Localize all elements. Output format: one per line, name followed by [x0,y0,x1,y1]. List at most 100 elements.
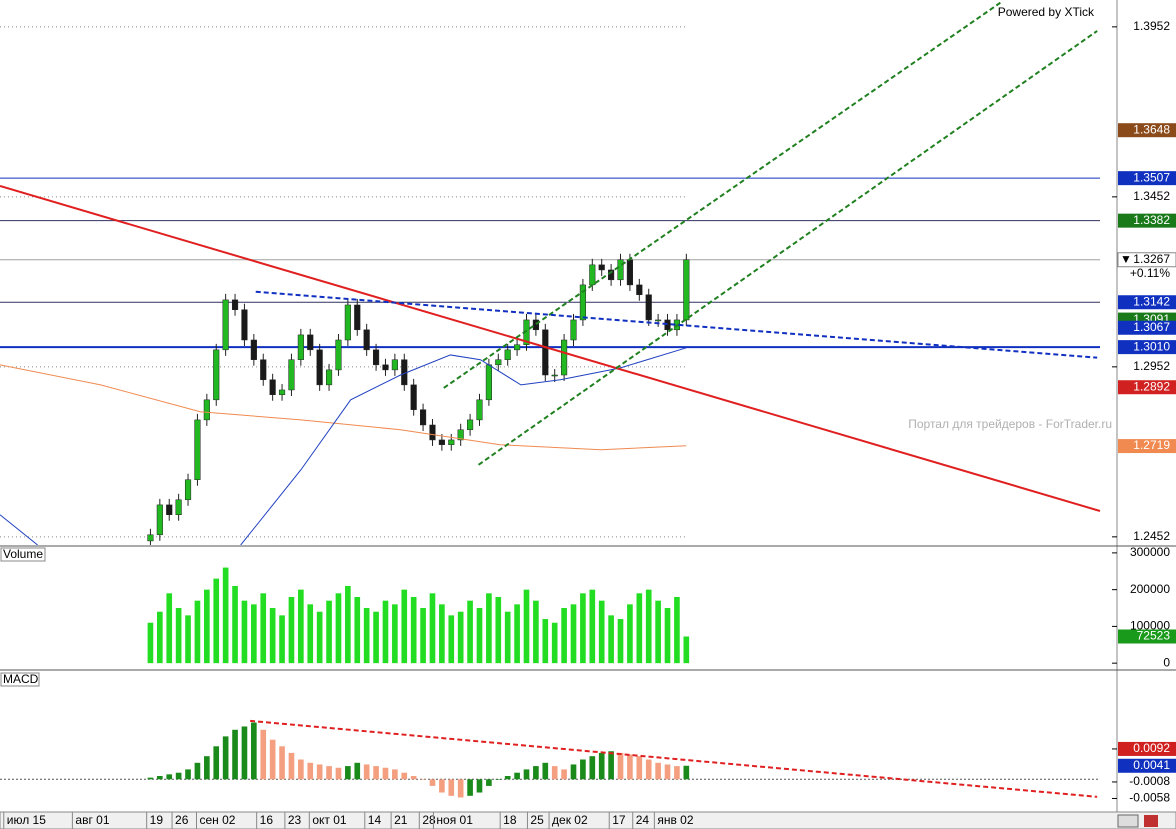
macd-bar [279,746,285,780]
price-marker [1118,213,1176,228]
macd-bar [467,779,473,796]
volume-bar [523,589,530,664]
price-marker-label: 0.0041 [1133,758,1170,772]
candle-body [194,419,201,480]
change-label: +0.11% [1130,266,1170,280]
candle-body [288,359,295,391]
price-marker-label: 1.3142 [1133,294,1170,308]
x-tick-label: июл 15 [7,813,46,827]
trend-line [255,290,1098,359]
volume-bar [382,600,389,664]
macd-bar [204,756,210,780]
date-strip [0,811,1176,829]
panel-title-box [0,672,40,687]
candle-body [250,339,257,360]
macd-bar [288,752,295,780]
volume-bar [363,608,370,664]
panel-title: Volume [3,547,43,561]
price-marker [1118,629,1176,644]
x-tick-label: ноя 01 [436,813,473,827]
candle-body [598,264,605,271]
candle-body [184,479,192,501]
volume-bar [392,604,398,664]
volume-bar [598,600,605,664]
price-marker-label: 1.3010 [1133,339,1170,353]
price-marker [1118,123,1176,138]
price-marker [1118,758,1176,773]
volume-bar [298,589,304,664]
macd-bar [645,759,652,780]
volume-bar [674,596,680,664]
macd-bar [617,752,624,780]
candle-body [241,309,248,341]
macd-bar [608,751,614,780]
volume-bar [251,604,257,664]
macd-bar [523,769,530,780]
volume-bar [683,636,690,664]
volume-bar [429,593,436,664]
macd-bar [655,762,661,780]
macd-bar [307,762,314,780]
candle-body [429,424,436,441]
x-tick-label: 28 [422,813,436,827]
candle-body [448,439,455,445]
macd-bar [542,762,549,780]
trend-line [477,30,1098,466]
volume-bar [175,608,182,664]
macd-bar [551,766,558,780]
candle-body [570,319,577,341]
price-marker [1118,295,1176,310]
candle-body [645,294,652,321]
candle-body [589,264,596,286]
volume-bar [655,600,661,664]
y-tick-label: 100000 [1130,619,1170,633]
macd-bar [439,779,445,793]
price-marker-label: 1.2892 [1133,379,1170,393]
candle-body [363,329,370,351]
x-tick-label: 18 [503,813,517,827]
y-tick-label: 0 [1163,655,1170,669]
volume-bar [448,615,455,664]
end-button[interactable] [1144,815,1158,827]
candle-body [278,389,286,395]
y-tick-label: 1.3952 [1133,19,1170,33]
volume-bar [664,608,671,664]
volume-bar [204,589,210,664]
volume-bar [457,611,464,664]
candle-body [504,349,511,360]
x-tick-label: 24 [636,813,650,827]
x-tick-label: 16 [260,813,274,827]
macd-bar [241,726,248,780]
macd-bar [674,766,680,780]
macd-bar [401,772,408,780]
candle-body [231,299,239,310]
y-tick-label: 300000 [1130,545,1170,559]
volume-bar [213,578,220,664]
moving-average [0,364,687,451]
macd-bar [589,756,596,780]
volume-bar [514,604,520,664]
macd-bar [514,772,520,780]
price-marker-label: 1.3067 [1133,320,1170,334]
volume-bar [185,615,191,664]
price-marker-label: 0.0092 [1133,741,1170,755]
x-tick-label: 23 [288,813,302,827]
candle-body [664,319,671,331]
candle-body [561,339,568,376]
candle-body [438,439,445,445]
watermark: Портал для трейдеров - ForTrader.ru [908,417,1112,431]
macd-bar [420,779,426,780]
scroll-button[interactable] [1117,814,1139,828]
volume-bar [279,615,285,664]
volume-bar [354,596,361,664]
candle-body [354,304,361,331]
volume-bar [335,593,342,664]
volume-bar [627,604,633,664]
volume-bar [222,567,229,664]
y-tick-label: -0.0008 [1129,774,1170,788]
macd-bar [345,766,351,780]
volume-bar [194,600,201,664]
candle-body [166,504,173,515]
